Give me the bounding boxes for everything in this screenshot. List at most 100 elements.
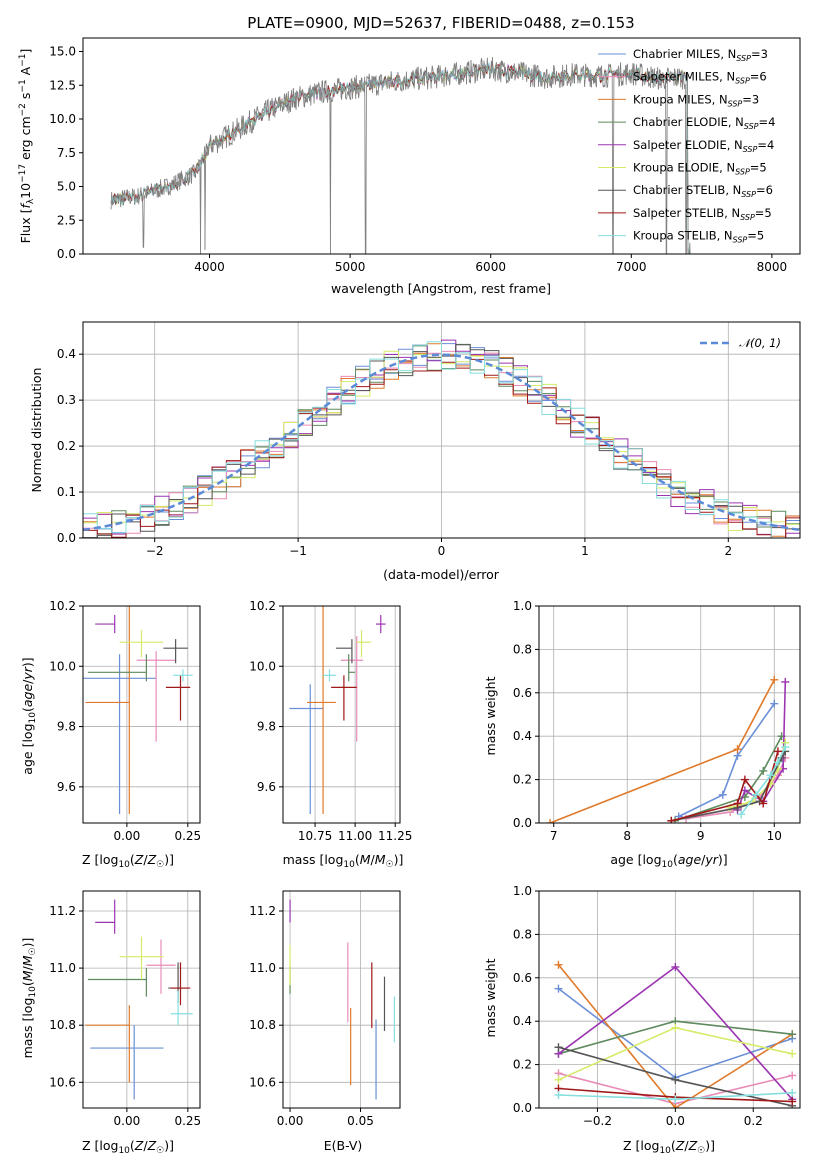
histogram-plot-area <box>83 339 800 538</box>
x-tick-label: 0.25 <box>174 829 201 843</box>
x-tick-label: 0.25 <box>174 1114 201 1128</box>
y-tick-label: 11.0 <box>249 961 276 975</box>
p3-frame <box>82 605 201 824</box>
y-tick-label: 9.8 <box>57 720 76 734</box>
y-tick-label: 10.2 <box>49 599 76 613</box>
spectrum-xlabel: wavelength [Angstrom, rest frame] <box>331 281 551 296</box>
y-tick-label: 0.4 <box>513 1014 532 1028</box>
x-tick-label: −0.2 <box>583 1114 612 1128</box>
y-tick-label: 0.0 <box>57 247 76 261</box>
y-tick-label: 0.0 <box>57 531 76 545</box>
p8-marks <box>554 960 797 1108</box>
spectrum-title: PLATE=0900, MJD=52637, FIBERID=0488, z=0… <box>247 14 634 32</box>
mass-vs-extinction-panel: 0.00 0.05 10.6 10.8 11.0 11.2 <box>249 890 401 1128</box>
histogram-xlabel: (data-model)/error <box>383 567 500 582</box>
x-tick-label: 4000 <box>194 260 225 274</box>
y-tick-label: 10.0 <box>49 659 76 673</box>
p4-xlabel: mass [log10(M/M☉)] <box>283 852 404 870</box>
y-tick-label: 9.6 <box>57 780 76 794</box>
legend-label: Chabrier ELODIE, NSSP=4 <box>633 115 775 131</box>
x-tick-label: 11.00 <box>338 829 372 843</box>
x-tick-label: 0.0 <box>666 1114 685 1128</box>
y-tick-label: 0.6 <box>513 686 532 700</box>
y-tick-label: 5.0 <box>57 180 76 194</box>
y-tick-label: 10.0 <box>249 659 276 673</box>
p5-ylabel: mass weight <box>483 676 498 755</box>
p3-xlabel: Z [log10(Z/Z☉)] <box>82 852 174 870</box>
spectrum-panel: PLATE=0900, MJD=52637, FIBERID=0488, z=0… <box>18 14 801 296</box>
y-tick-label: 0.2 <box>513 1058 532 1072</box>
gaussian-legend-label: 𝒩(0, 1) <box>739 336 781 350</box>
y-tick-label: 11.2 <box>49 904 76 918</box>
y-tick-label: 11.0 <box>49 961 76 975</box>
residual-histogram-panel: −2 −1 0 1 2 0.0 0.1 0.2 0.3 0.4 (data-model)/erro… <box>29 321 801 582</box>
x-tick-label: 10.75 <box>298 829 332 843</box>
p6-ylabel: mass [log10(M/M☉)] <box>20 938 38 1059</box>
gaussian-curve <box>83 353 800 532</box>
y-tick-label: 15.0 <box>49 45 76 59</box>
y-tick-label: 10.6 <box>249 1075 276 1089</box>
y-tick-label: 12.5 <box>49 78 76 92</box>
x-tick-label: 9 <box>697 829 705 843</box>
y-tick-label: 10.6 <box>49 1075 76 1089</box>
y-tick-label: 1.0 <box>513 884 532 898</box>
mass-weight-line-2 <box>557 964 793 1108</box>
x-tick-label: 11.25 <box>378 829 412 843</box>
model-spectrum-5 <box>110 63 691 254</box>
y-tick-label: 7.5 <box>57 146 76 160</box>
p6-frame <box>82 890 201 1109</box>
x-tick-label: 8000 <box>757 260 788 274</box>
x-tick-label: 7000 <box>616 260 647 274</box>
y-tick-label: 10.0 <box>49 112 76 126</box>
spectrum-plot-area <box>110 57 691 254</box>
legend-label: Salpeter MILES, NSSP=6 <box>633 70 767 86</box>
model-spectrum-4 <box>110 63 691 254</box>
legend-label: Chabrier MILES, NSSP=3 <box>633 47 768 63</box>
x-tick-label: −1 <box>289 544 307 558</box>
y-tick-label: 0.2 <box>513 773 532 787</box>
x-tick-label: 0.2 <box>744 1114 763 1128</box>
model-spectrum-1 <box>110 63 691 254</box>
legend-label: Chabrier STELIB, NSSP=6 <box>633 183 773 199</box>
histogram-ticks: −2 −1 0 1 2 0.0 0.1 0.2 0.3 0.4 <box>57 347 732 558</box>
model-spectrum-3 <box>110 63 691 254</box>
x-tick-label: 0.00 <box>114 829 141 843</box>
mass-weight-vs-age-panel: 7 8 9 10 0.0 0.2 0.4 0.6 0.8 1.0 <box>513 599 801 843</box>
p4-frame <box>282 605 401 824</box>
x-tick-label: −2 <box>146 544 164 558</box>
small-panel-labels: age [log10(age/yr)] Z [log10(Z/Z☉)] mass… <box>20 657 728 1156</box>
mass-weight-vs-metallicity-panel: −0.2 0.0 0.2 0.0 0.2 0.4 0.6 0.8 1.0 <box>513 884 801 1128</box>
histogram-ylabel: Normed distribution <box>29 368 44 493</box>
y-tick-label: 0.0 <box>513 816 532 830</box>
y-tick-label: 0.4 <box>513 729 532 743</box>
y-tick-label: 0.2 <box>57 439 76 453</box>
y-tick-label: 9.6 <box>257 780 276 794</box>
y-tick-label: 0.4 <box>57 347 76 361</box>
model-spectrum-6 <box>110 63 691 254</box>
y-tick-label: 1.0 <box>513 599 532 613</box>
x-tick-label: 8 <box>623 829 631 843</box>
x-tick-label: 1 <box>581 544 589 558</box>
spectrum-ylabel: Flux [fλ10−17 erg cm−2 s−1 A−1] <box>18 49 36 244</box>
mass-vs-metallicity-panel: 0.00 0.25 10.6 10.8 11.0 11.2 <box>49 890 201 1128</box>
y-tick-label: 0.3 <box>57 393 76 407</box>
p6-marks <box>85 899 193 1100</box>
spectrum-lines <box>110 57 691 254</box>
x-tick-label: 5000 <box>335 260 366 274</box>
p7-frame <box>282 890 401 1109</box>
spectrum-frame <box>82 37 801 255</box>
p5-frame <box>538 605 801 824</box>
histogram-bars <box>83 339 800 538</box>
model-spectrum-7 <box>110 63 691 254</box>
age-vs-mass-panel: 10.75 11.00 11.25 9.6 9.8 10.0 10.2 <box>249 599 412 843</box>
spectrum-ticks: 4000 5000 6000 7000 8000 0.0 2.5 5.0 7.5 10.0 12.5… <box>49 45 787 275</box>
x-tick-label: 0 <box>438 544 446 558</box>
y-tick-label: 0.8 <box>513 642 532 656</box>
p5-marks <box>546 675 790 823</box>
observed-spectrum-overlay <box>110 57 691 254</box>
model-spectrum-2 <box>110 63 691 254</box>
mass-weight-line-3 <box>674 735 783 822</box>
p4-marks <box>289 606 386 814</box>
histogram-series-8 <box>83 341 800 538</box>
